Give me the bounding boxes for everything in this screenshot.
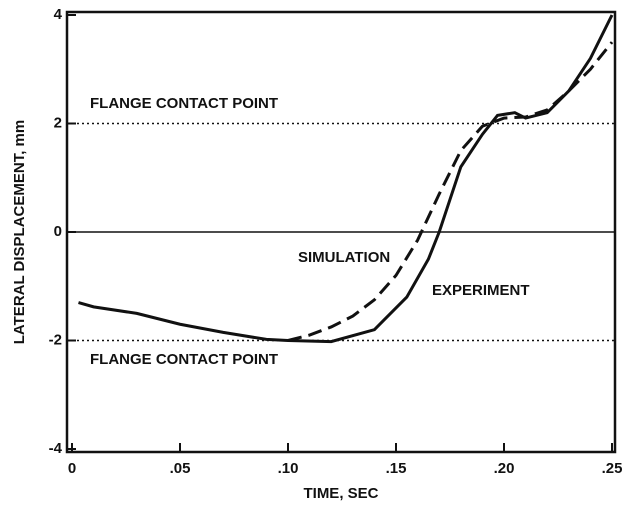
x-tick-label: .05 bbox=[170, 460, 191, 477]
x-tick-label: .25 bbox=[602, 460, 623, 477]
x-tick-label: .20 bbox=[494, 460, 515, 477]
annotation: SIMULATION bbox=[298, 249, 390, 266]
y-tick-label: -4 bbox=[49, 440, 63, 457]
series-line bbox=[78, 14, 614, 344]
y-tick-label: 2 bbox=[54, 114, 62, 131]
annotation: FLANGE CONTACT POINT bbox=[90, 351, 278, 368]
x-axis-label: TIME, SEC bbox=[303, 485, 378, 502]
x-tick-label: .15 bbox=[386, 460, 407, 477]
y-tick-label: 4 bbox=[54, 6, 63, 23]
y-tick-label: 0 bbox=[54, 223, 62, 240]
annotation: FLANGE CONTACT POINT bbox=[90, 95, 278, 112]
annotation: EXPERIMENT bbox=[432, 282, 530, 299]
y-tick-label: -2 bbox=[49, 331, 62, 348]
x-tick-label: .10 bbox=[278, 460, 299, 477]
y-axis-label: LATERAL DISPLACEMENT, mm bbox=[11, 120, 28, 344]
series-line bbox=[287, 41, 614, 342]
x-tick-label: 0 bbox=[68, 460, 76, 477]
